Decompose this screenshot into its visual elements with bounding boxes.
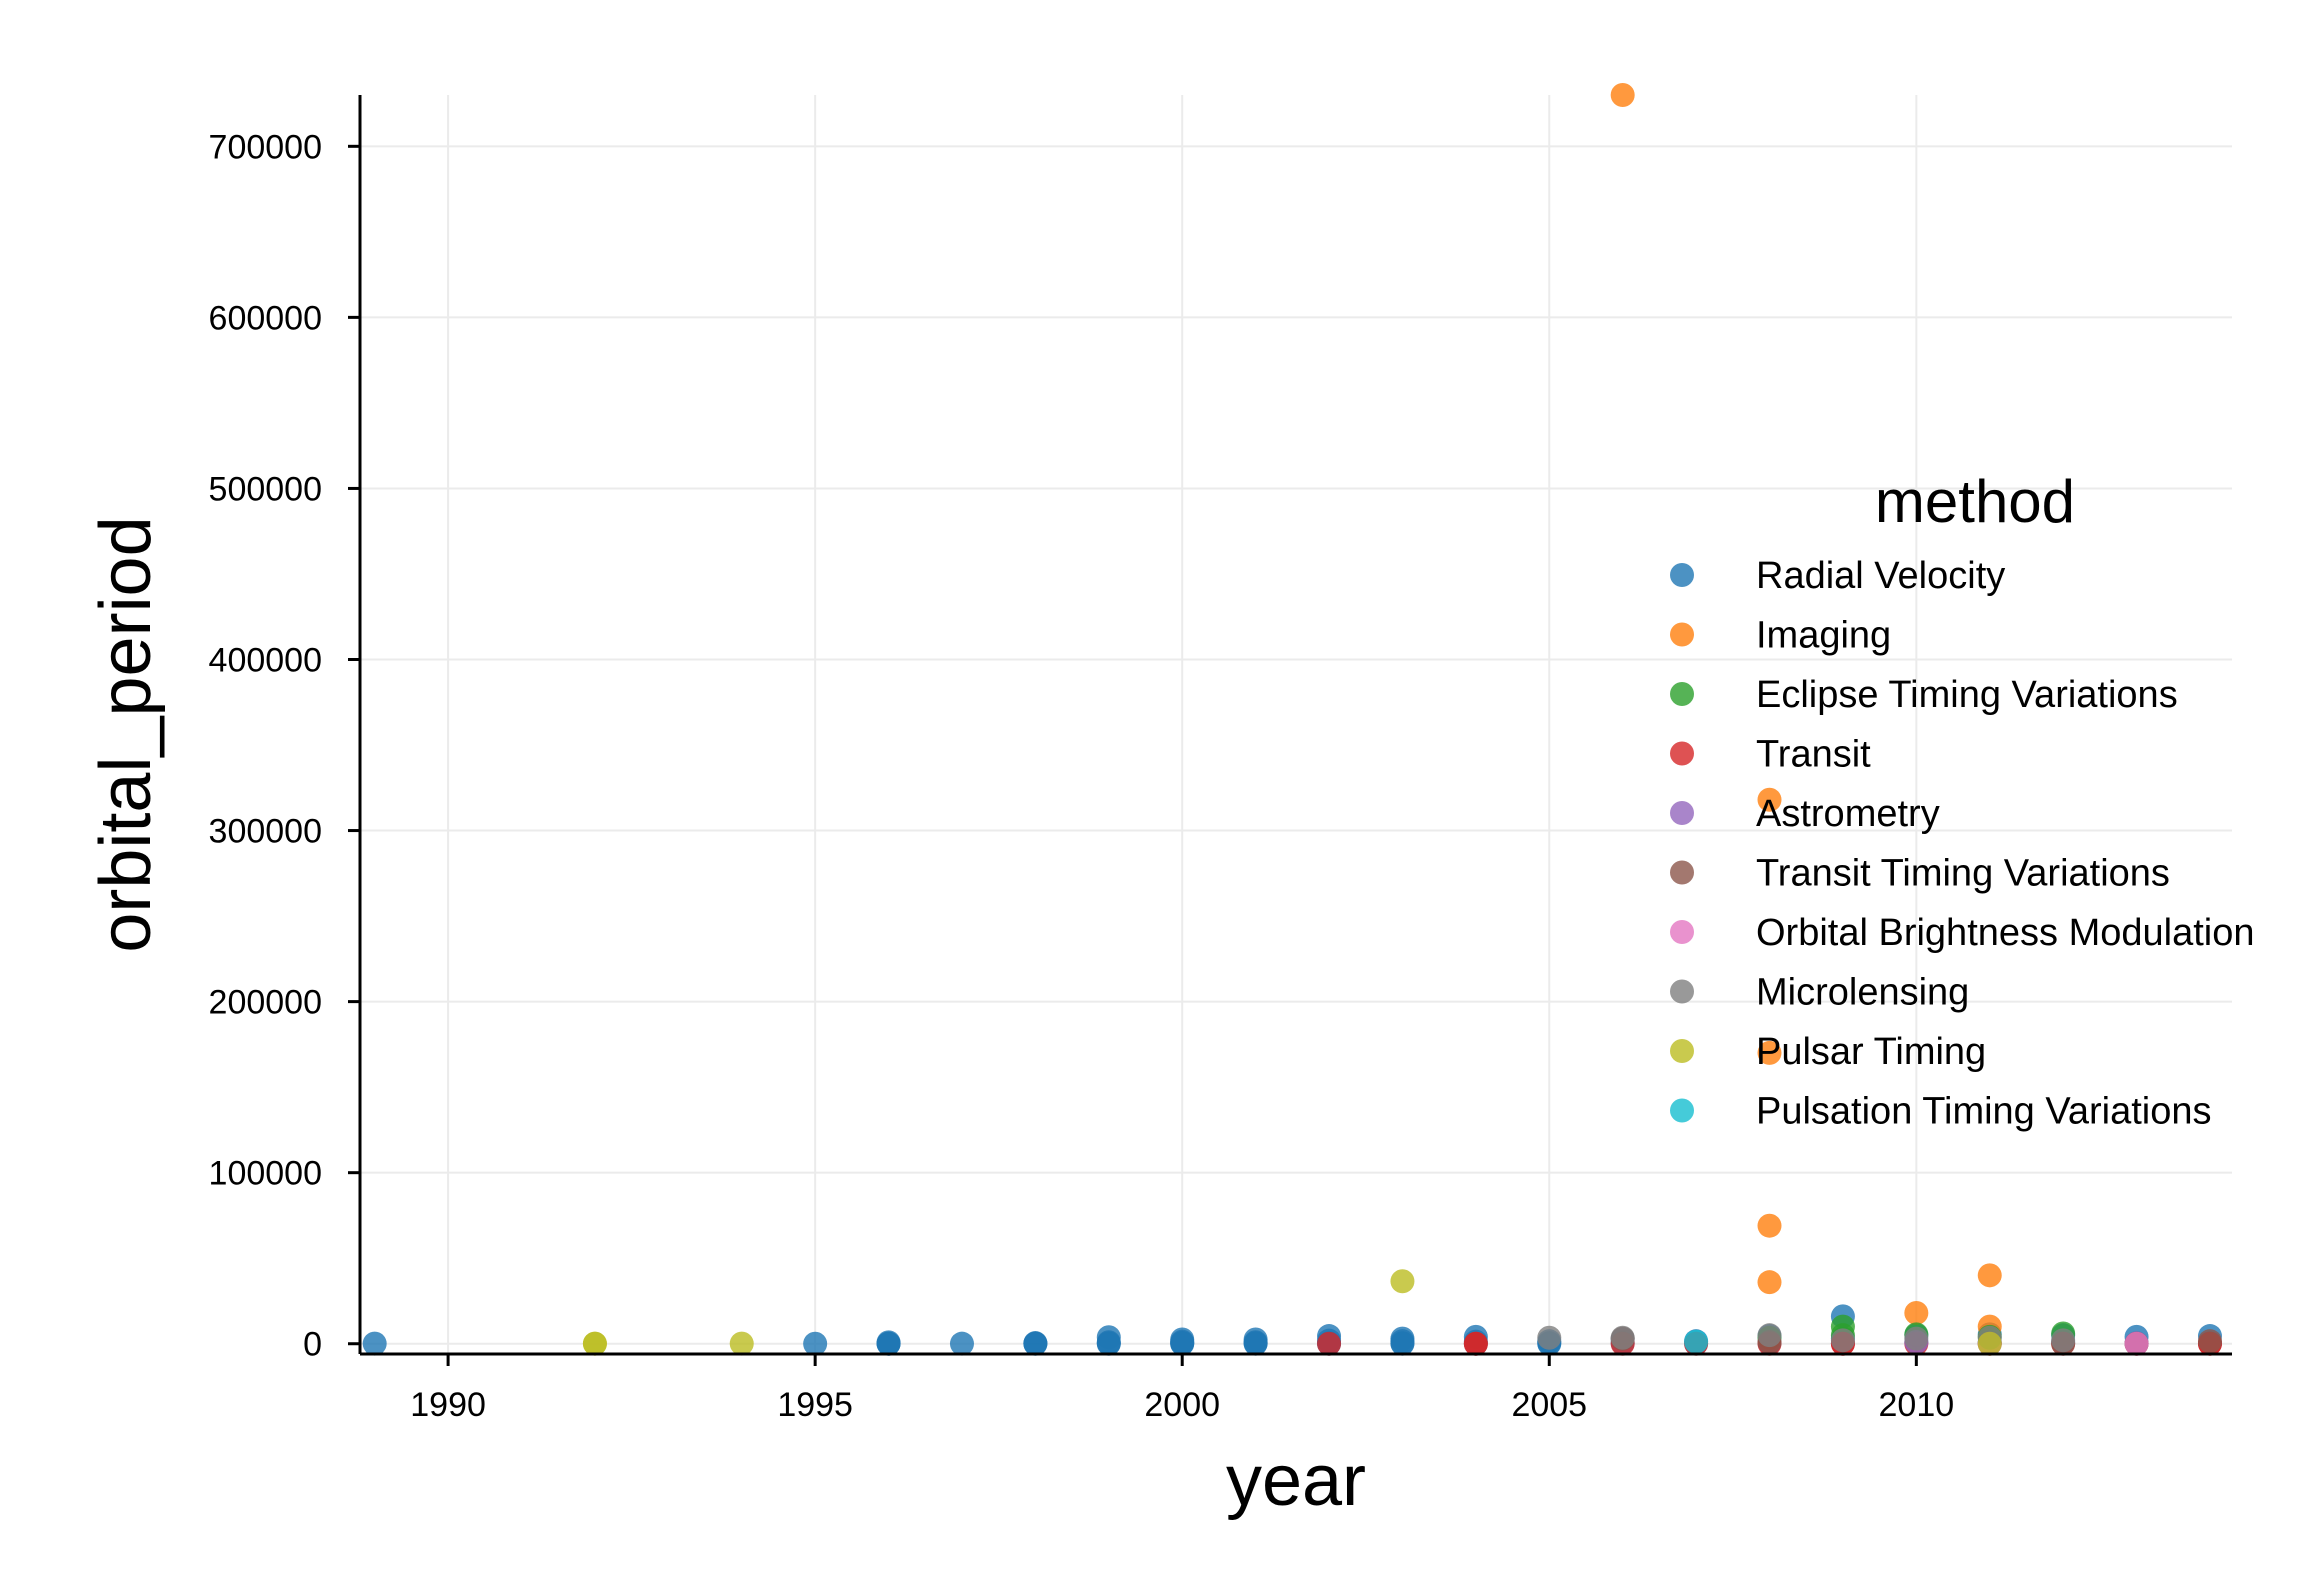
data-point: [1463, 1331, 1488, 1356]
y-tick-label: 500000: [209, 470, 322, 508]
data-point: [1757, 1323, 1782, 1348]
data-point: [1904, 1300, 1929, 1325]
legend-label: Transit Timing Variations: [1756, 853, 2170, 895]
legend-marker: [1670, 622, 1694, 647]
legend-marker: [1670, 920, 1694, 944]
x-tick-label: 2000: [1144, 1386, 1220, 1424]
legend-label: Radial Velocity: [1756, 555, 2005, 597]
legend-label: Astrometry: [1756, 793, 1940, 835]
data-point: [1023, 1331, 1048, 1356]
x-tick-label: 1990: [410, 1386, 486, 1424]
legend-marker: [1670, 1039, 1694, 1063]
legend: method Radial Velocity Imaging Eclipse Tim…: [1670, 468, 2254, 1133]
data-point: [2124, 1331, 2149, 1356]
data-points: [362, 83, 2222, 1356]
data-point: [1757, 1213, 1782, 1238]
legend-label: Orbital Brightness Modulation: [1756, 912, 2254, 954]
legend-marker: [1670, 801, 1694, 825]
x-tick-label: 2010: [1879, 1386, 1955, 1424]
y-axis-title: orbital_period: [86, 516, 166, 952]
data-point: [362, 1331, 387, 1356]
legend-label: Pulsar Timing: [1756, 1031, 1986, 1073]
data-point: [1977, 1263, 2002, 1288]
data-point: [1537, 1325, 1562, 1350]
data-point: [803, 1331, 828, 1356]
data-point: [949, 1331, 974, 1356]
y-tick-label: 400000: [209, 641, 322, 679]
legend-label: Imaging: [1756, 615, 1891, 657]
legend-label: Transit: [1756, 734, 1871, 776]
data-point: [1390, 1269, 1415, 1294]
data-point: [1904, 1326, 1929, 1351]
y-tick-label: 200000: [209, 984, 322, 1022]
grid: [360, 95, 2232, 1354]
y-tick-label: 600000: [209, 299, 322, 337]
data-point: [582, 1331, 607, 1356]
axes: 1990 1995 2000 2005 2010 0 100000 200000 300000 4…: [209, 95, 2232, 1424]
y-tick-label: 300000: [209, 813, 322, 851]
legend-marker: [1670, 1098, 1694, 1123]
legend-marker: [1670, 682, 1694, 706]
x-tick-label: 1995: [777, 1386, 853, 1424]
y-tick-label: 0: [303, 1326, 322, 1364]
data-point: [876, 1331, 901, 1356]
x-axis-title: year: [1226, 1441, 1366, 1521]
data-point: [1757, 1040, 1782, 1065]
y-tick-label: 100000: [209, 1155, 322, 1193]
data-point: [2197, 1329, 2222, 1354]
data-point: [1096, 1331, 1121, 1356]
y-tick-label: 700000: [209, 128, 322, 166]
legend-marker: [1670, 979, 1694, 1004]
data-point: [1610, 83, 1635, 107]
data-point: [729, 1331, 754, 1356]
legend-label: Microlensing: [1756, 972, 1969, 1014]
data-point: [1830, 1328, 1855, 1353]
data-point: [1757, 787, 1782, 812]
data-point: [1684, 1329, 1709, 1354]
legend-marker: [1670, 741, 1694, 766]
legend-marker: [1670, 860, 1694, 885]
data-point: [2051, 1328, 2076, 1353]
legend-title: method: [1875, 468, 2075, 535]
legend-marker: [1670, 563, 1694, 587]
data-point: [1317, 1331, 1342, 1356]
data-point: [1757, 1270, 1782, 1295]
data-point: [1243, 1331, 1268, 1356]
data-point: [1610, 1325, 1635, 1350]
data-point: [1977, 1331, 2002, 1356]
data-point: [1390, 1331, 1415, 1356]
legend-label: Pulsation Timing Variations: [1756, 1091, 2212, 1133]
data-point: [1170, 1331, 1195, 1356]
legend-label: Eclipse Timing Variations: [1756, 674, 2178, 716]
x-tick-label: 2005: [1511, 1386, 1587, 1424]
